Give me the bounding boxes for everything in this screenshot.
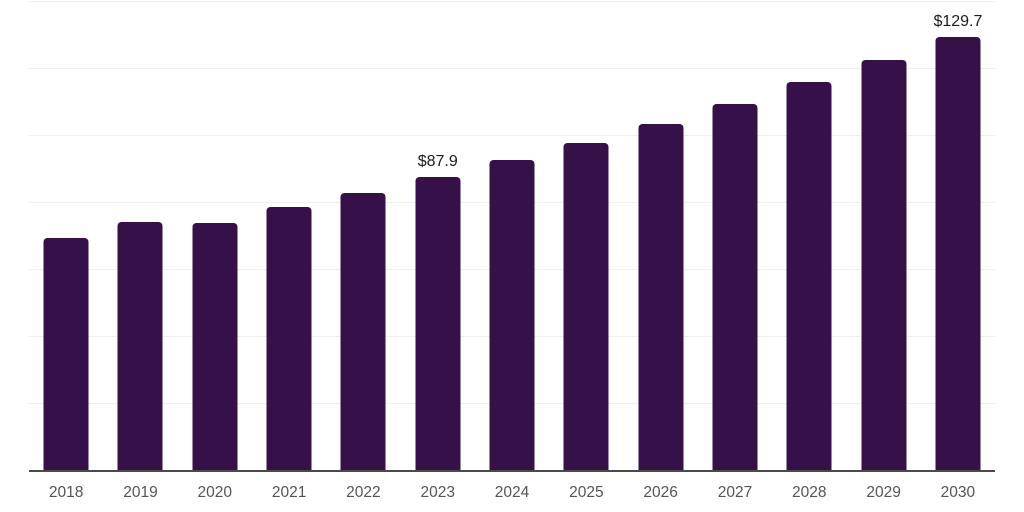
bar-2023 xyxy=(415,176,461,471)
bar-group-2020 xyxy=(178,2,252,471)
bar-group-2025 xyxy=(549,2,623,471)
x-tick-label-2027: 2027 xyxy=(717,484,753,501)
x-tick-label-2029: 2029 xyxy=(866,484,901,501)
x-tick-label-2021: 2021 xyxy=(271,484,307,501)
bar-2018 xyxy=(43,238,89,471)
bar-group-2030: $129.7 xyxy=(921,2,995,471)
bar-2024 xyxy=(489,159,535,471)
bar-group-2028 xyxy=(772,2,846,471)
x-tick-label-2024: 2024 xyxy=(494,484,530,501)
bar-2028 xyxy=(786,82,832,471)
bar-group-2027 xyxy=(698,2,772,471)
bar-group-2023: $87.9 xyxy=(401,2,475,471)
bar-2019 xyxy=(117,222,163,471)
bar-value-label-2030: $129.7 xyxy=(933,12,983,30)
x-axis-line xyxy=(29,470,995,472)
bar-2030 xyxy=(935,36,981,471)
bar-2025 xyxy=(563,142,609,471)
gridline-140 xyxy=(29,1,995,2)
bar-group-2018 xyxy=(29,2,103,471)
bar-value-label-2023: $87.9 xyxy=(417,152,458,170)
x-tick-label-2026: 2026 xyxy=(643,484,678,501)
bar-2021 xyxy=(266,207,312,471)
bar-group-2022 xyxy=(326,2,400,471)
bar-2029 xyxy=(861,60,907,471)
x-axis-labels: 2018 2019 2020 2021 2022 2023 2024 2025 2026 2027… xyxy=(29,484,995,501)
x-tick-label-2025: 2025 xyxy=(569,484,604,501)
bar-group-2019 xyxy=(103,2,177,471)
bar-group-2021 xyxy=(252,2,326,471)
x-tick-label-2020: 2020 xyxy=(197,484,233,501)
x-tick-label-2018: 2018 xyxy=(48,484,84,501)
x-tick-label-2019: 2019 xyxy=(123,484,158,501)
plot-area: $87.9 $129.7 xyxy=(29,1,995,472)
bar-2020 xyxy=(192,223,238,471)
bar-group-2024 xyxy=(475,2,549,471)
gridline-120 xyxy=(29,68,995,69)
bar-group-2026 xyxy=(624,2,698,471)
x-tick-label-2023: 2023 xyxy=(420,484,455,501)
x-tick-label-2022: 2022 xyxy=(346,484,381,501)
x-tick-label-2030: 2030 xyxy=(940,484,976,501)
gridline-100 xyxy=(29,135,995,136)
bar-2026 xyxy=(638,123,684,471)
bar-2027 xyxy=(712,103,758,471)
bar-2022 xyxy=(340,192,386,471)
bar-group-2029 xyxy=(846,2,920,471)
x-tick-label-2028: 2028 xyxy=(792,484,827,501)
bars-container: $87.9 $129.7 xyxy=(29,2,995,471)
